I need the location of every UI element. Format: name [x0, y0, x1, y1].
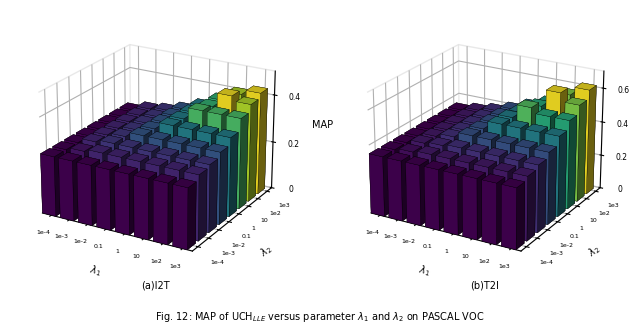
- X-axis label: $\lambda_1$: $\lambda_1$: [88, 263, 103, 279]
- Y-axis label: $\lambda_2$: $\lambda_2$: [586, 241, 604, 260]
- Title: (a)I2T: (a)I2T: [141, 281, 170, 291]
- Title: (b)T2I: (b)T2I: [470, 281, 499, 291]
- X-axis label: $\lambda_1$: $\lambda_1$: [417, 263, 432, 279]
- Y-axis label: $\lambda_2$: $\lambda_2$: [257, 241, 275, 260]
- Text: Fig. 12: MAP of UCH$_{LLE}$ versus parameter $\lambda_1$ and $\lambda_2$ on PASC: Fig. 12: MAP of UCH$_{LLE}$ versus param…: [156, 310, 484, 323]
